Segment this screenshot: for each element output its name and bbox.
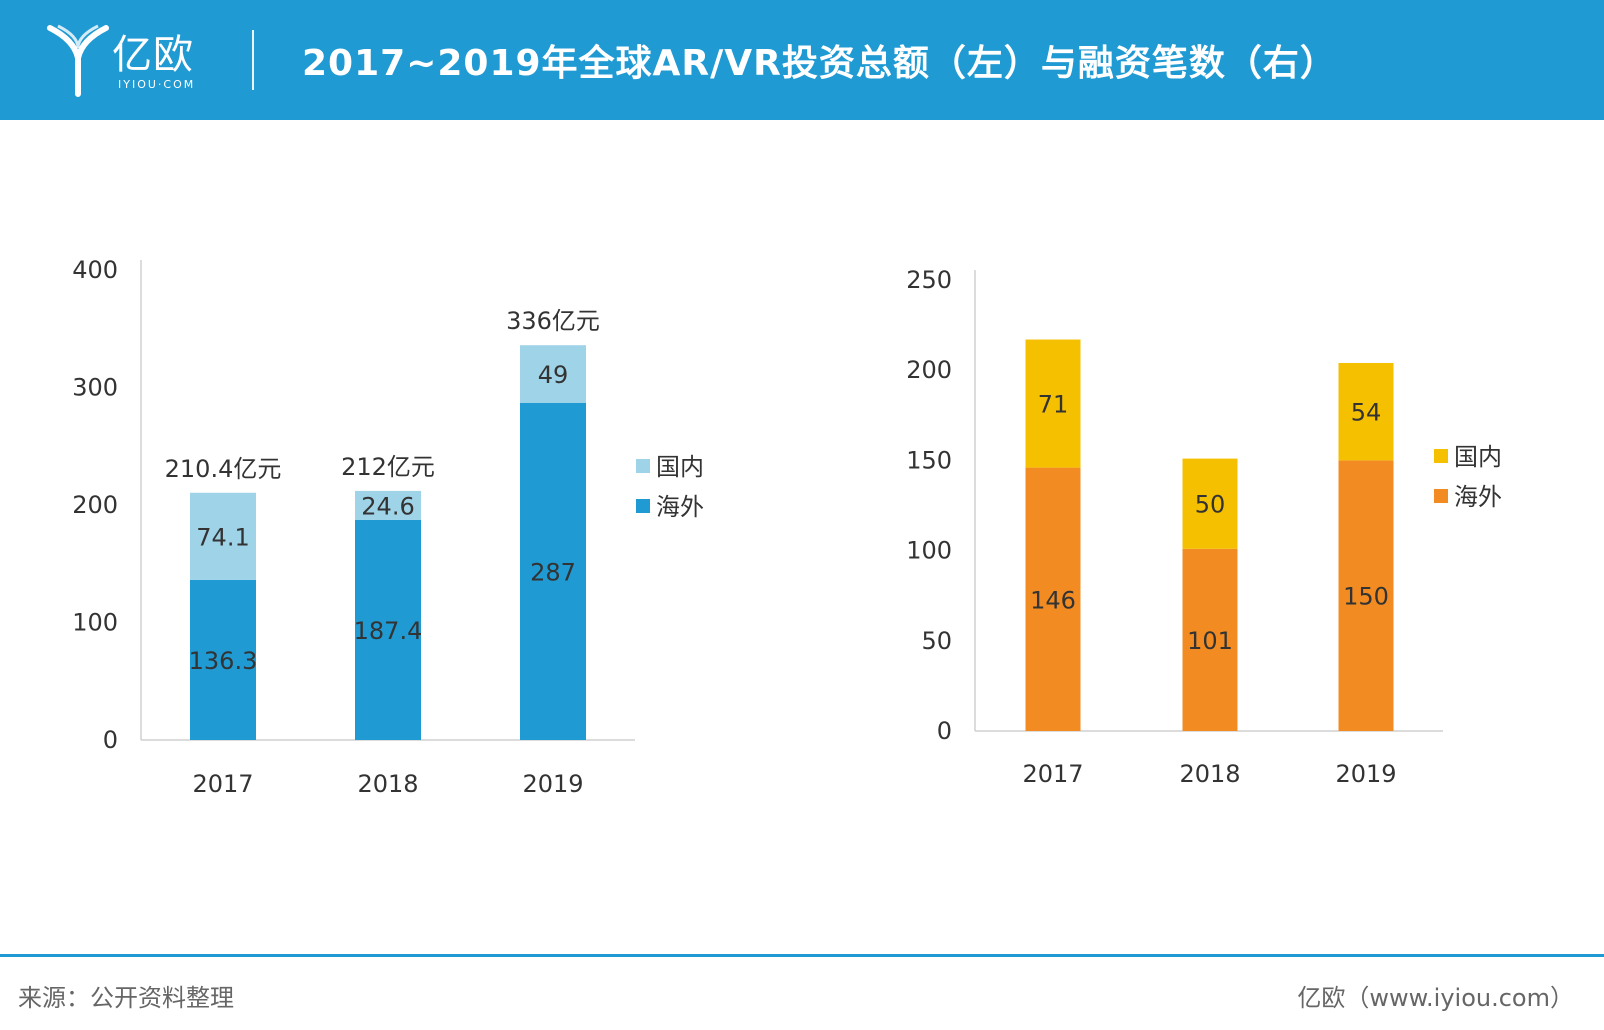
total-label: 336亿元 bbox=[506, 307, 600, 335]
logo-icon bbox=[47, 24, 109, 97]
data-label: 150 bbox=[1343, 583, 1389, 611]
bar-segment bbox=[1338, 362, 1394, 461]
bar-segment bbox=[1025, 339, 1081, 468]
data-label: 136.3 bbox=[189, 647, 258, 675]
x-tick-label: 2019 bbox=[1335, 760, 1396, 788]
logo-text: 亿欧 bbox=[112, 32, 194, 78]
footer-source: 来源：公开资料整理 bbox=[18, 984, 234, 1012]
logo-subtext: IYIOU·COM bbox=[118, 78, 196, 91]
y-tick-label: 0 bbox=[937, 717, 952, 745]
y-tick-label: 250 bbox=[906, 266, 952, 294]
legend-label: 国内 bbox=[656, 453, 704, 481]
x-tick-label: 2019 bbox=[522, 770, 583, 798]
y-tick-label: 300 bbox=[72, 374, 118, 402]
bar-segment bbox=[190, 492, 256, 580]
legend-label: 国内 bbox=[1454, 443, 1502, 471]
x-tick-label: 2017 bbox=[1022, 760, 1083, 788]
header-divider bbox=[252, 30, 254, 90]
bar-segment bbox=[1338, 460, 1394, 731]
legend-swatch bbox=[1434, 449, 1448, 463]
legend-swatch bbox=[636, 459, 650, 473]
y-tick-label: 50 bbox=[921, 627, 952, 655]
legend-swatch bbox=[636, 499, 650, 513]
legend-label: 海外 bbox=[1454, 483, 1502, 511]
bar-segment bbox=[1182, 548, 1238, 731]
investment-chart: 0 100 200 300 400 2017 2018 2019 136.3 74.1 210.4亿… bbox=[72, 256, 704, 798]
x-tick-label: 2017 bbox=[192, 770, 253, 798]
y-tick-label: 400 bbox=[72, 256, 118, 284]
footer-divider bbox=[0, 954, 1604, 957]
y-tick-label: 150 bbox=[906, 446, 952, 474]
x-tick-label: 2018 bbox=[357, 770, 418, 798]
y-tick-label: 200 bbox=[906, 356, 952, 384]
data-label: 49 bbox=[538, 361, 569, 389]
bar-segment bbox=[355, 490, 421, 520]
data-label: 24.6 bbox=[361, 492, 414, 520]
total-label: 212亿元 bbox=[341, 453, 435, 481]
header-banner: 亿欧 IYIOU·COM 2017~2019年全球AR/VR投资总额（左）与融资… bbox=[0, 0, 1604, 120]
data-label: 101 bbox=[1187, 627, 1233, 655]
data-label: 287 bbox=[530, 558, 576, 586]
y-tick-label: 0 bbox=[103, 726, 118, 754]
y-tick-label: 100 bbox=[906, 537, 952, 565]
page-title: 2017~2019年全球AR/VR投资总额（左）与融资笔数（右） bbox=[302, 43, 1337, 84]
bar-segment bbox=[1182, 458, 1238, 549]
footer-brand: 亿欧（www.iyiou.com） bbox=[1297, 984, 1574, 1012]
bar-segment bbox=[1025, 467, 1081, 731]
data-label: 146 bbox=[1030, 586, 1076, 614]
legend-swatch bbox=[1434, 489, 1448, 503]
y-tick-label: 200 bbox=[72, 491, 118, 519]
legend-label: 海外 bbox=[656, 493, 704, 521]
financing-count-chart: 0 50 100 150 200 250 2017 2018 2019 146 71 101 50 150… bbox=[906, 266, 1502, 788]
data-label: 50 bbox=[1195, 491, 1226, 519]
bar-segment bbox=[190, 579, 256, 740]
x-tick-label: 2018 bbox=[1179, 760, 1240, 788]
bar-segment bbox=[355, 519, 421, 740]
data-label: 187.4 bbox=[354, 617, 423, 645]
bar-segment bbox=[520, 402, 586, 740]
data-label: 71 bbox=[1038, 391, 1069, 419]
data-label: 54 bbox=[1351, 399, 1382, 427]
data-label: 74.1 bbox=[196, 523, 249, 551]
bar-segment bbox=[520, 345, 586, 403]
y-tick-label: 100 bbox=[72, 609, 118, 637]
total-label: 210.4亿元 bbox=[165, 455, 282, 483]
